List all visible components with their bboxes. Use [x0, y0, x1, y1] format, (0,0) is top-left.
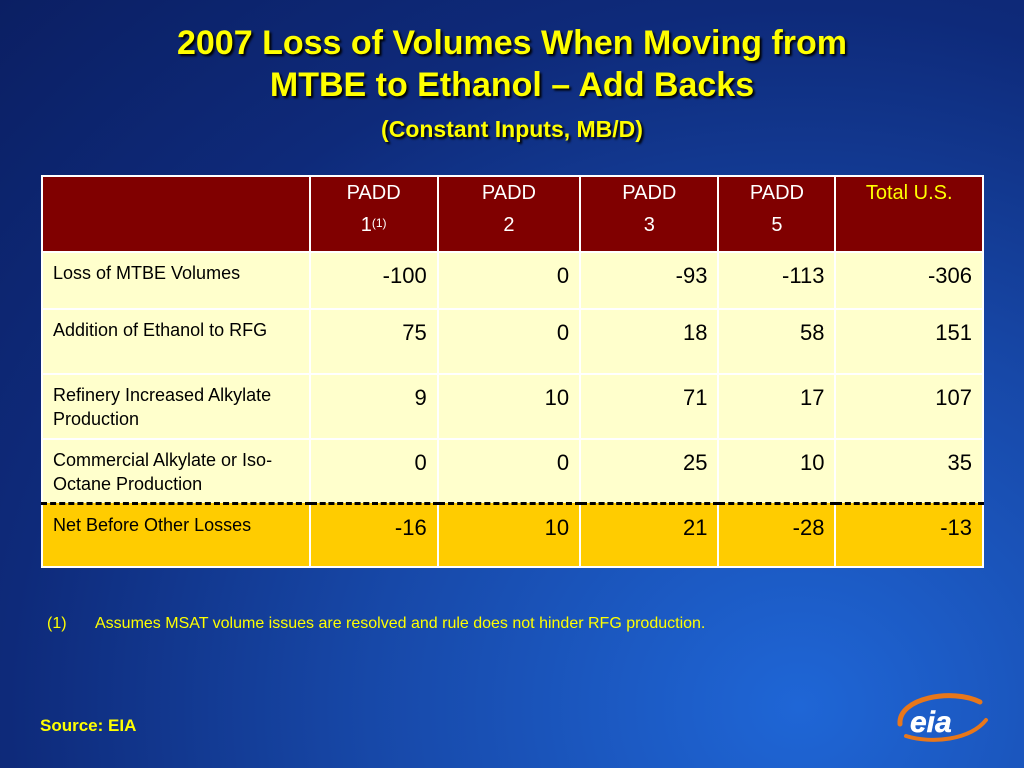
slide-title: 2007 Loss of Volumes When Moving from MT… — [0, 22, 1024, 106]
cell-padd3: -93 — [579, 251, 720, 310]
header-padd2-line2: 2 — [503, 214, 515, 236]
header-total-us: Total U.S. — [834, 175, 984, 253]
cell-padd5: -113 — [717, 251, 837, 310]
title-line-2: MTBE to Ethanol – Add Backs — [269, 66, 755, 104]
table-row: Loss of MTBE Volumes -100 0 -93 -113 -30… — [41, 251, 984, 310]
cell-padd5: -28 — [717, 502, 837, 568]
cell-padd2: 10 — [436, 373, 582, 440]
cell-padd5: 17 — [717, 373, 837, 440]
header-padd1-line2: 1(1) — [311, 209, 437, 241]
header-padd3-line2: 3 — [643, 214, 655, 236]
cell-padd3: 18 — [579, 308, 720, 375]
table-row: Addition of Ethanol to RFG 75 0 18 58 15… — [41, 308, 984, 375]
cell-padd3: 71 — [579, 373, 720, 440]
footnote-text: Assumes MSAT volume issues are resolved … — [95, 615, 706, 632]
header-padd2: PADD 2 — [436, 175, 582, 253]
eia-logo: eia — [897, 693, 988, 742]
slide-subtitle: (Constant Inputs, MB/D) — [381, 116, 643, 142]
cell-total: 35 — [834, 438, 984, 505]
net-total-row: Net Before Other Losses -16 10 21 -28 -1… — [41, 502, 984, 568]
source-label: Source: EIA — [40, 716, 137, 735]
cell-padd2: 0 — [436, 251, 582, 310]
table-row: Commercial Alkylate or Iso-Octane Produc… — [41, 438, 984, 505]
cell-total: 151 — [834, 308, 984, 375]
header-padd5-line1: PADD — [749, 182, 804, 204]
header-total-label: Total U.S. — [865, 182, 953, 204]
header-padd3-line1: PADD — [622, 182, 677, 204]
data-table: PADD 1(1) PADD 2 PADD 3 PADD 5 Total U.S… — [41, 175, 984, 568]
cell-total: 107 — [834, 373, 984, 440]
row-label: Loss of MTBE Volumes — [41, 251, 311, 310]
cell-total: -13 — [834, 502, 984, 568]
cell-padd2: 0 — [436, 308, 582, 375]
cell-total: -306 — [834, 251, 984, 310]
cell-padd2: 10 — [436, 502, 582, 568]
cell-padd1: 0 — [308, 438, 439, 505]
row-label: Addition of Ethanol to RFG — [41, 308, 311, 375]
row-label: Commercial Alkylate or Iso-Octane Produc… — [41, 438, 311, 505]
cell-padd3: 21 — [579, 502, 720, 568]
cell-padd1: -100 — [308, 251, 439, 310]
header-padd5: PADD 5 — [717, 175, 837, 253]
header-padd2-line1: PADD — [481, 182, 536, 204]
cell-padd5: 58 — [717, 308, 837, 375]
header-padd1-line1: PADD — [346, 182, 401, 204]
header-padd1: PADD 1(1) — [308, 175, 439, 253]
logo-swoosh-bottom — [904, 718, 988, 742]
header-padd5-line2: 5 — [771, 214, 783, 236]
cell-padd2: 0 — [436, 438, 582, 505]
title-line-1: 2007 Loss of Volumes When Moving from — [176, 24, 848, 62]
header-padd3: PADD 3 — [579, 175, 720, 253]
footnote-number: (1) — [47, 615, 67, 632]
cell-padd1: 75 — [308, 308, 439, 375]
row-label: Refinery Increased Alkylate Production — [41, 373, 311, 440]
table-header-row: PADD 1(1) PADD 2 PADD 3 PADD 5 Total U.S… — [41, 175, 984, 253]
cell-padd1: -16 — [308, 502, 439, 568]
cell-padd3: 25 — [579, 438, 720, 505]
row-label: Net Before Other Losses — [41, 502, 311, 568]
footnote-marker: (1) — [371, 216, 387, 230]
cell-padd1: 9 — [308, 373, 439, 440]
header-corner-cell — [41, 175, 311, 253]
cell-padd5: 10 — [717, 438, 837, 505]
header-padd1-number: 1 — [360, 214, 372, 236]
table-row: Refinery Increased Alkylate Production 9… — [41, 373, 984, 440]
logo-swoosh-top — [897, 693, 983, 727]
logo-text: eia — [910, 706, 952, 739]
